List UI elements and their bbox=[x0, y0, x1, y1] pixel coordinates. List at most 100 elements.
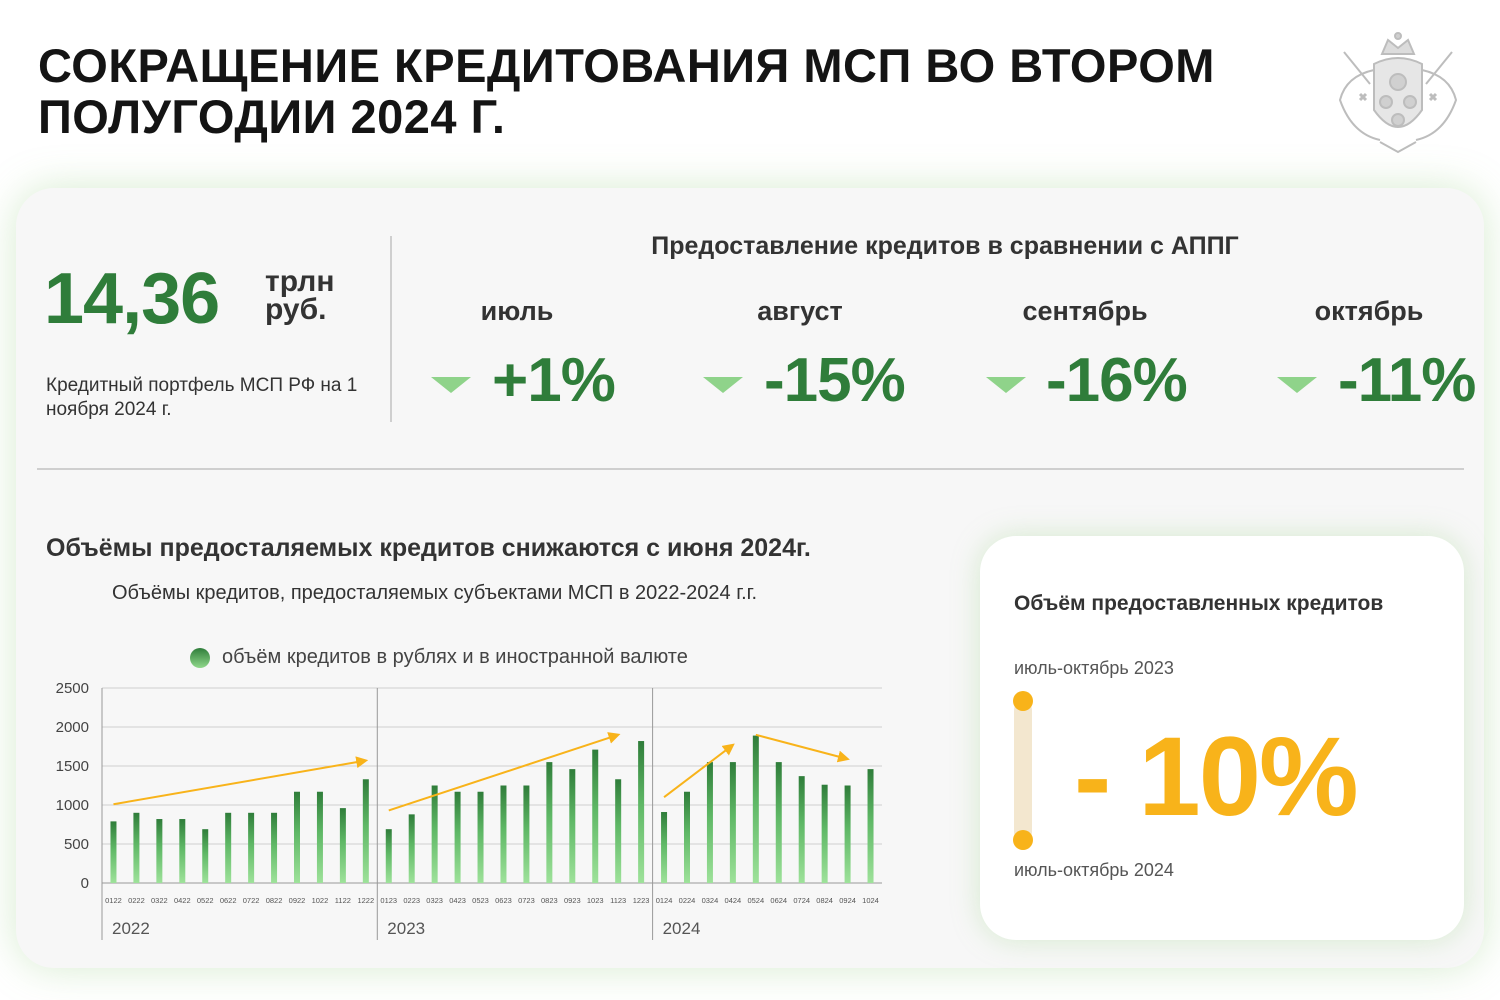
bar-chart: 2500 2000 1500 1000 500 0 2022 0122 0222 0322 0422… bbox=[56, 680, 882, 940]
x-tick-label: 0623 bbox=[495, 896, 512, 905]
section-title: Объёмы предосталяемых кредитов снижаются… bbox=[46, 534, 811, 562]
bar bbox=[592, 749, 599, 883]
x-tick-label: 0624 bbox=[770, 896, 787, 905]
bar bbox=[248, 812, 255, 883]
summary-period-to: июль-октябрь 2024 bbox=[1014, 860, 1174, 880]
bar bbox=[798, 776, 805, 883]
bar bbox=[867, 769, 874, 883]
x-tick-label: 0824 bbox=[816, 896, 833, 905]
x-tick-label: 1024 bbox=[862, 896, 879, 905]
comparison-value-september: -16% bbox=[1046, 346, 1188, 415]
bar bbox=[638, 741, 645, 883]
portfolio-unit: трлн руб. bbox=[265, 265, 335, 326]
legend-marker bbox=[190, 647, 210, 668]
year-label: 2024 bbox=[663, 919, 701, 938]
y-tick-label: 2000 bbox=[56, 719, 89, 736]
x-tick-label: 1022 bbox=[312, 896, 329, 905]
x-tick-label: 0324 bbox=[702, 896, 719, 905]
bar bbox=[408, 814, 415, 883]
x-tick-label: 1222 bbox=[357, 896, 374, 905]
comparison-value-july: +1% bbox=[492, 346, 616, 415]
bar bbox=[225, 812, 232, 883]
summary-track bbox=[1014, 701, 1032, 841]
vertical-divider bbox=[390, 236, 392, 422]
bar bbox=[110, 821, 117, 883]
summary-card bbox=[980, 536, 1464, 940]
bar bbox=[661, 812, 668, 883]
x-tick-label: 1023 bbox=[587, 896, 604, 905]
x-tick-label: 0424 bbox=[725, 896, 742, 905]
bar bbox=[775, 762, 782, 883]
x-tick-label: 0622 bbox=[220, 896, 237, 905]
legend-label: объём кредитов в рублях и в иностранной … bbox=[222, 646, 688, 668]
comparison-month-september: сентябрь bbox=[1022, 296, 1148, 326]
x-tick-label: 0123 bbox=[380, 896, 397, 905]
bar bbox=[706, 762, 713, 883]
x-tick-label: 0422 bbox=[174, 896, 191, 905]
portfolio-value: 14,36 bbox=[44, 259, 220, 339]
x-tick-label: 0723 bbox=[518, 896, 535, 905]
trend-arrow bbox=[663, 743, 735, 798]
trend-arrow bbox=[113, 756, 369, 806]
bar bbox=[133, 812, 140, 883]
x-tick-label: 0224 bbox=[679, 896, 696, 905]
triangle-down-icon bbox=[1277, 377, 1317, 393]
x-tick-label: 0222 bbox=[128, 896, 145, 905]
bar bbox=[569, 769, 576, 883]
y-tick-label: 1500 bbox=[56, 758, 89, 775]
bar bbox=[454, 791, 461, 883]
y-tick-label: 500 bbox=[64, 836, 89, 853]
y-tick-label: 1000 bbox=[56, 797, 89, 814]
bar bbox=[316, 791, 323, 883]
bar bbox=[294, 791, 300, 883]
bar bbox=[684, 791, 690, 883]
bar bbox=[477, 791, 484, 883]
bar bbox=[615, 779, 622, 883]
page-title: Сокращение кредитования МСП во втором по… bbox=[38, 39, 1215, 143]
bar bbox=[500, 785, 507, 883]
comparison-month-july: июль bbox=[480, 296, 554, 326]
bar bbox=[821, 784, 828, 883]
x-tick-label: 0122 bbox=[105, 896, 122, 905]
portfolio-unit-line1: трлн bbox=[265, 265, 335, 298]
comparison-month-august: август bbox=[757, 296, 843, 326]
x-tick-label: 0924 bbox=[839, 896, 856, 905]
x-tick-label: 0922 bbox=[289, 896, 306, 905]
year-label: 2022 bbox=[112, 919, 150, 938]
portfolio-unit-line2: руб. bbox=[265, 293, 327, 326]
bar bbox=[339, 808, 346, 883]
trend-arrow bbox=[755, 733, 850, 763]
coat-of-arms-icon bbox=[1338, 32, 1458, 154]
triangle-down-icon bbox=[986, 377, 1026, 393]
comparison-title: Предоставление кредитов в сравнении с АП… bbox=[651, 232, 1239, 260]
x-tick-label: 0223 bbox=[403, 896, 420, 905]
portfolio-description: Кредитный портфель МСП РФ на 1 ноября 20… bbox=[46, 375, 358, 420]
x-tick-label: 0322 bbox=[151, 896, 168, 905]
x-tick-label: 1223 bbox=[633, 896, 650, 905]
x-tick-label: 0523 bbox=[472, 896, 489, 905]
year-label: 2023 bbox=[387, 919, 425, 938]
comparison-value-october: -11% bbox=[1338, 346, 1476, 415]
x-tick-label: 0423 bbox=[449, 896, 466, 905]
comparison-value-august: -15% bbox=[764, 346, 906, 415]
bar bbox=[431, 785, 438, 883]
summary-title: Объём предоставленных кредитов bbox=[1014, 592, 1384, 615]
bar bbox=[362, 779, 369, 883]
chart-subtitle: Объёмы кредитов, предосталяемых субъекта… bbox=[112, 582, 758, 604]
summary-period-from: июль-октябрь 2023 bbox=[1014, 658, 1174, 678]
bar bbox=[179, 819, 186, 883]
bar bbox=[844, 785, 851, 883]
comparison-month-october: октябрь bbox=[1314, 296, 1424, 326]
bar bbox=[271, 812, 278, 883]
y-tick-label: 2500 bbox=[56, 680, 89, 697]
summary-change: - 10% bbox=[1074, 714, 1359, 839]
summary-dot-bottom bbox=[1013, 830, 1033, 850]
x-tick-label: 1122 bbox=[335, 896, 351, 905]
bar bbox=[523, 785, 530, 883]
x-tick-label: 0823 bbox=[541, 896, 558, 905]
x-tick-label: 0822 bbox=[266, 896, 283, 905]
x-tick-label: 0724 bbox=[793, 896, 810, 905]
bar bbox=[385, 829, 392, 883]
bar bbox=[202, 829, 209, 883]
chart-legend: объём кредитов в рублях и в иностранной … bbox=[190, 646, 688, 669]
